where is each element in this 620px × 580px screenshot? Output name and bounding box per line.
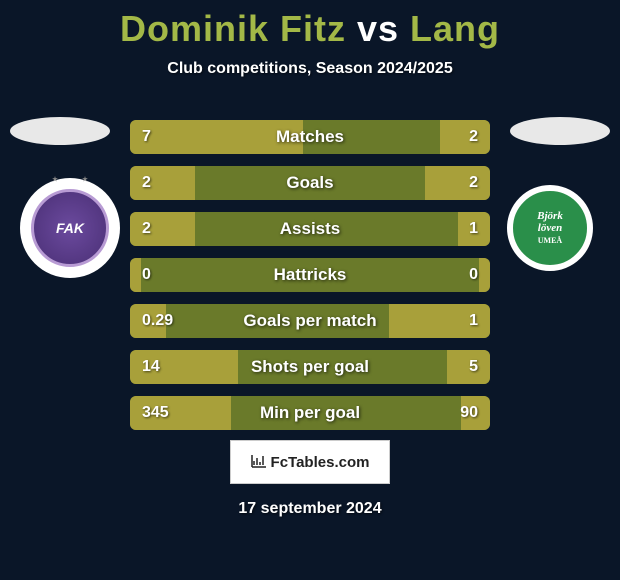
- stat-label: Goals per match: [243, 311, 376, 331]
- stat-row: 0.29 1 Goals per match: [130, 304, 490, 338]
- stat-row: 0 0 Hattricks: [130, 258, 490, 292]
- stat-left-value: 2: [142, 174, 151, 192]
- comparison-title: Dominik Fitz vs Lang: [0, 0, 620, 50]
- decorative-ellipse-right: [510, 117, 610, 145]
- bar-fill-left: [130, 258, 141, 292]
- badge-right-text: Björk löven UMEÅ: [537, 210, 563, 246]
- stat-row: 2 2 Goals: [130, 166, 490, 200]
- stat-row: 14 5 Shots per goal: [130, 350, 490, 384]
- stat-right-value: 1: [469, 220, 478, 238]
- stat-right-value: 2: [469, 174, 478, 192]
- stat-label: Assists: [280, 219, 340, 239]
- vs-text: vs: [357, 8, 399, 49]
- stat-left-value: 7: [142, 128, 151, 146]
- stat-left-value: 2: [142, 220, 151, 238]
- stats-bars: 7 2 Matches 2 2 Goals 2 1 Assists 0 0 Hattricks 0.29…: [130, 120, 490, 442]
- footer-date: 17 september 2024: [238, 500, 381, 518]
- player2-name: Lang: [410, 8, 500, 49]
- team-badge-left: FAK: [20, 178, 120, 278]
- stat-label: Goals: [286, 173, 333, 193]
- brand-text: FcTables.com: [271, 454, 370, 471]
- stat-label: Min per goal: [260, 403, 360, 423]
- stat-left-value: 14: [142, 358, 160, 376]
- chart-icon: [251, 454, 267, 471]
- stat-row: 345 90 Min per goal: [130, 396, 490, 430]
- bar-fill-right: [440, 120, 490, 154]
- stat-label: Shots per goal: [251, 357, 369, 377]
- stat-left-value: 0.29: [142, 312, 173, 330]
- stat-label: Hattricks: [274, 265, 347, 285]
- stat-right-value: 2: [469, 128, 478, 146]
- stat-left-value: 345: [142, 404, 169, 422]
- player1-name: Dominik Fitz: [120, 8, 346, 49]
- bar-fill-right: [425, 166, 490, 200]
- decorative-ellipse-left: [10, 117, 110, 145]
- bar-fill-left: [130, 212, 195, 246]
- badge-left-abbrev: FAK: [56, 220, 84, 236]
- bar-fill-right: [479, 258, 490, 292]
- stat-right-value: 1: [469, 312, 478, 330]
- badge-right-inner: Björk löven UMEÅ: [507, 185, 593, 271]
- stat-right-value: 5: [469, 358, 478, 376]
- team-badge-right: Björk löven UMEÅ: [500, 178, 600, 278]
- brand-logo[interactable]: FcTables.com: [230, 440, 390, 484]
- stat-row: 7 2 Matches: [130, 120, 490, 154]
- stat-label: Matches: [276, 127, 344, 147]
- stat-right-value: 90: [460, 404, 478, 422]
- badge-left-inner: FAK: [31, 189, 109, 267]
- stat-right-value: 0: [469, 266, 478, 284]
- stat-left-value: 0: [142, 266, 151, 284]
- stat-row: 2 1 Assists: [130, 212, 490, 246]
- bar-fill-left: [130, 166, 195, 200]
- subtitle: Club competitions, Season 2024/2025: [0, 60, 620, 78]
